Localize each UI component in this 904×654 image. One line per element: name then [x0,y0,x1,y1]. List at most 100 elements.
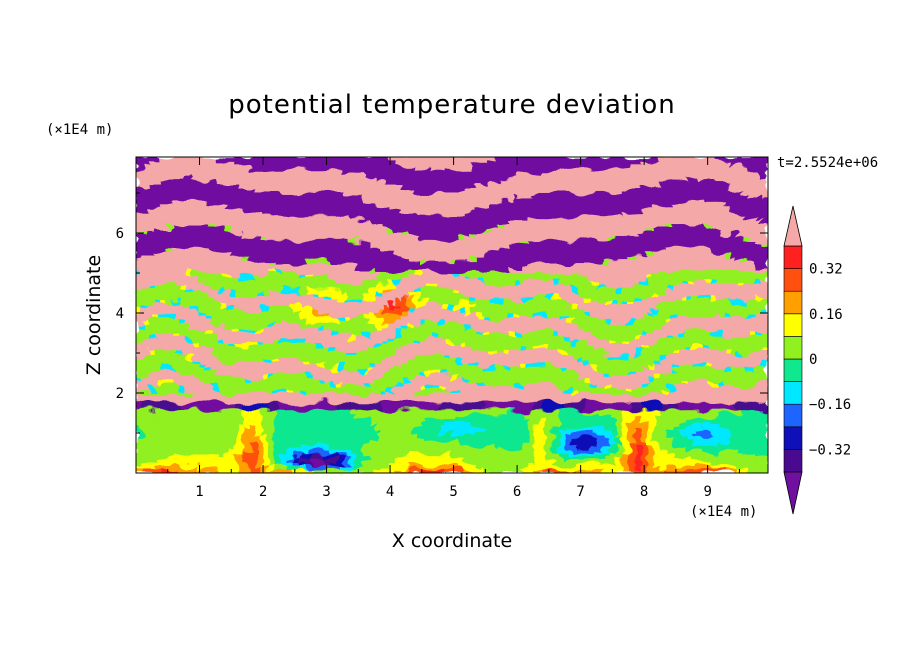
field-cell [698,286,706,292]
field-cell [287,405,295,411]
field-cell [369,468,377,473]
field-cell [344,417,352,423]
field-cell [243,393,251,399]
field-cell [590,279,598,284]
field-cell [445,342,453,347]
field-cell [325,322,333,328]
field-cell [476,377,484,383]
field-cell [141,322,150,328]
field-cell [590,409,598,415]
field-cell [736,397,744,403]
field-cell [394,279,402,284]
field-cell [401,290,409,296]
field-cell [628,452,636,458]
field-cell [502,464,510,470]
field-cell [521,365,529,371]
field-cell [394,342,402,347]
field-cell [337,385,345,391]
field-cell [255,279,263,284]
field-cell [394,460,402,466]
field-cell [634,429,642,434]
field-cell [318,373,326,379]
field-cell [584,310,592,316]
field-cell [502,381,510,387]
field-cell [502,290,510,296]
field-cell [502,334,510,340]
field-cell [268,338,276,344]
field-cell [262,397,270,403]
field-cell [634,452,642,458]
field-cell [268,441,276,446]
field-cell [236,326,244,332]
field-cell [540,441,548,446]
field-cell [413,373,421,379]
field-cell [723,286,731,292]
field-cell [609,437,617,442]
field-cell [584,338,592,344]
field-cell [438,413,447,419]
field-cell [679,350,687,355]
field-cell [622,283,630,288]
field-cell [394,401,402,407]
field-cell [255,362,263,367]
field-cell [312,302,320,308]
field-cell [312,275,320,280]
field-cell [470,393,478,399]
field-cell [420,346,428,351]
field-cell [761,330,768,336]
field-cell [685,334,693,340]
field-cell [521,456,529,462]
field-cell [647,456,655,462]
field-cell [318,409,326,415]
field-cell [344,322,352,328]
field-cell [666,456,674,462]
field-cell [457,338,466,344]
field-cell [136,279,143,284]
field-cell [350,338,358,344]
field-cell [609,441,617,446]
field-cell [274,298,282,304]
field-cell [533,381,541,387]
field-cell [394,413,402,419]
field-cell [160,468,168,473]
field-cell [299,294,308,300]
field-cell [457,314,466,320]
field-cell [249,456,257,462]
field-cell [179,401,187,407]
field-cell [179,322,187,328]
field-cell [420,318,428,324]
field-cell [274,456,282,462]
field-cell [666,421,674,426]
field-cell [590,377,598,383]
field-cell [489,389,497,395]
field-cell [653,354,661,359]
field-cell [514,354,522,359]
field-cell [318,338,326,344]
field-cell [464,452,472,458]
field-cell [136,460,143,466]
field-cell [710,322,718,328]
field-cell [704,460,712,466]
field-cell [717,365,725,371]
field-cell [262,452,270,458]
field-cell [299,365,308,371]
field-cell [723,401,731,407]
field-cell [736,413,744,419]
field-cell [280,464,289,470]
field-cell [761,444,768,450]
field-cell [331,389,339,395]
field-cell [704,290,712,296]
field-cell [236,429,244,434]
field-cell [432,350,440,355]
field-cell [628,322,636,328]
field-cell [274,369,282,375]
field-cell [331,358,339,363]
field-cell [609,306,617,312]
field-cell [369,283,377,288]
field-cell [476,326,484,332]
field-cell [514,275,522,280]
field-cell [754,448,763,454]
field-cell [666,283,674,288]
field-cell [729,468,737,473]
field-cell [742,369,750,375]
